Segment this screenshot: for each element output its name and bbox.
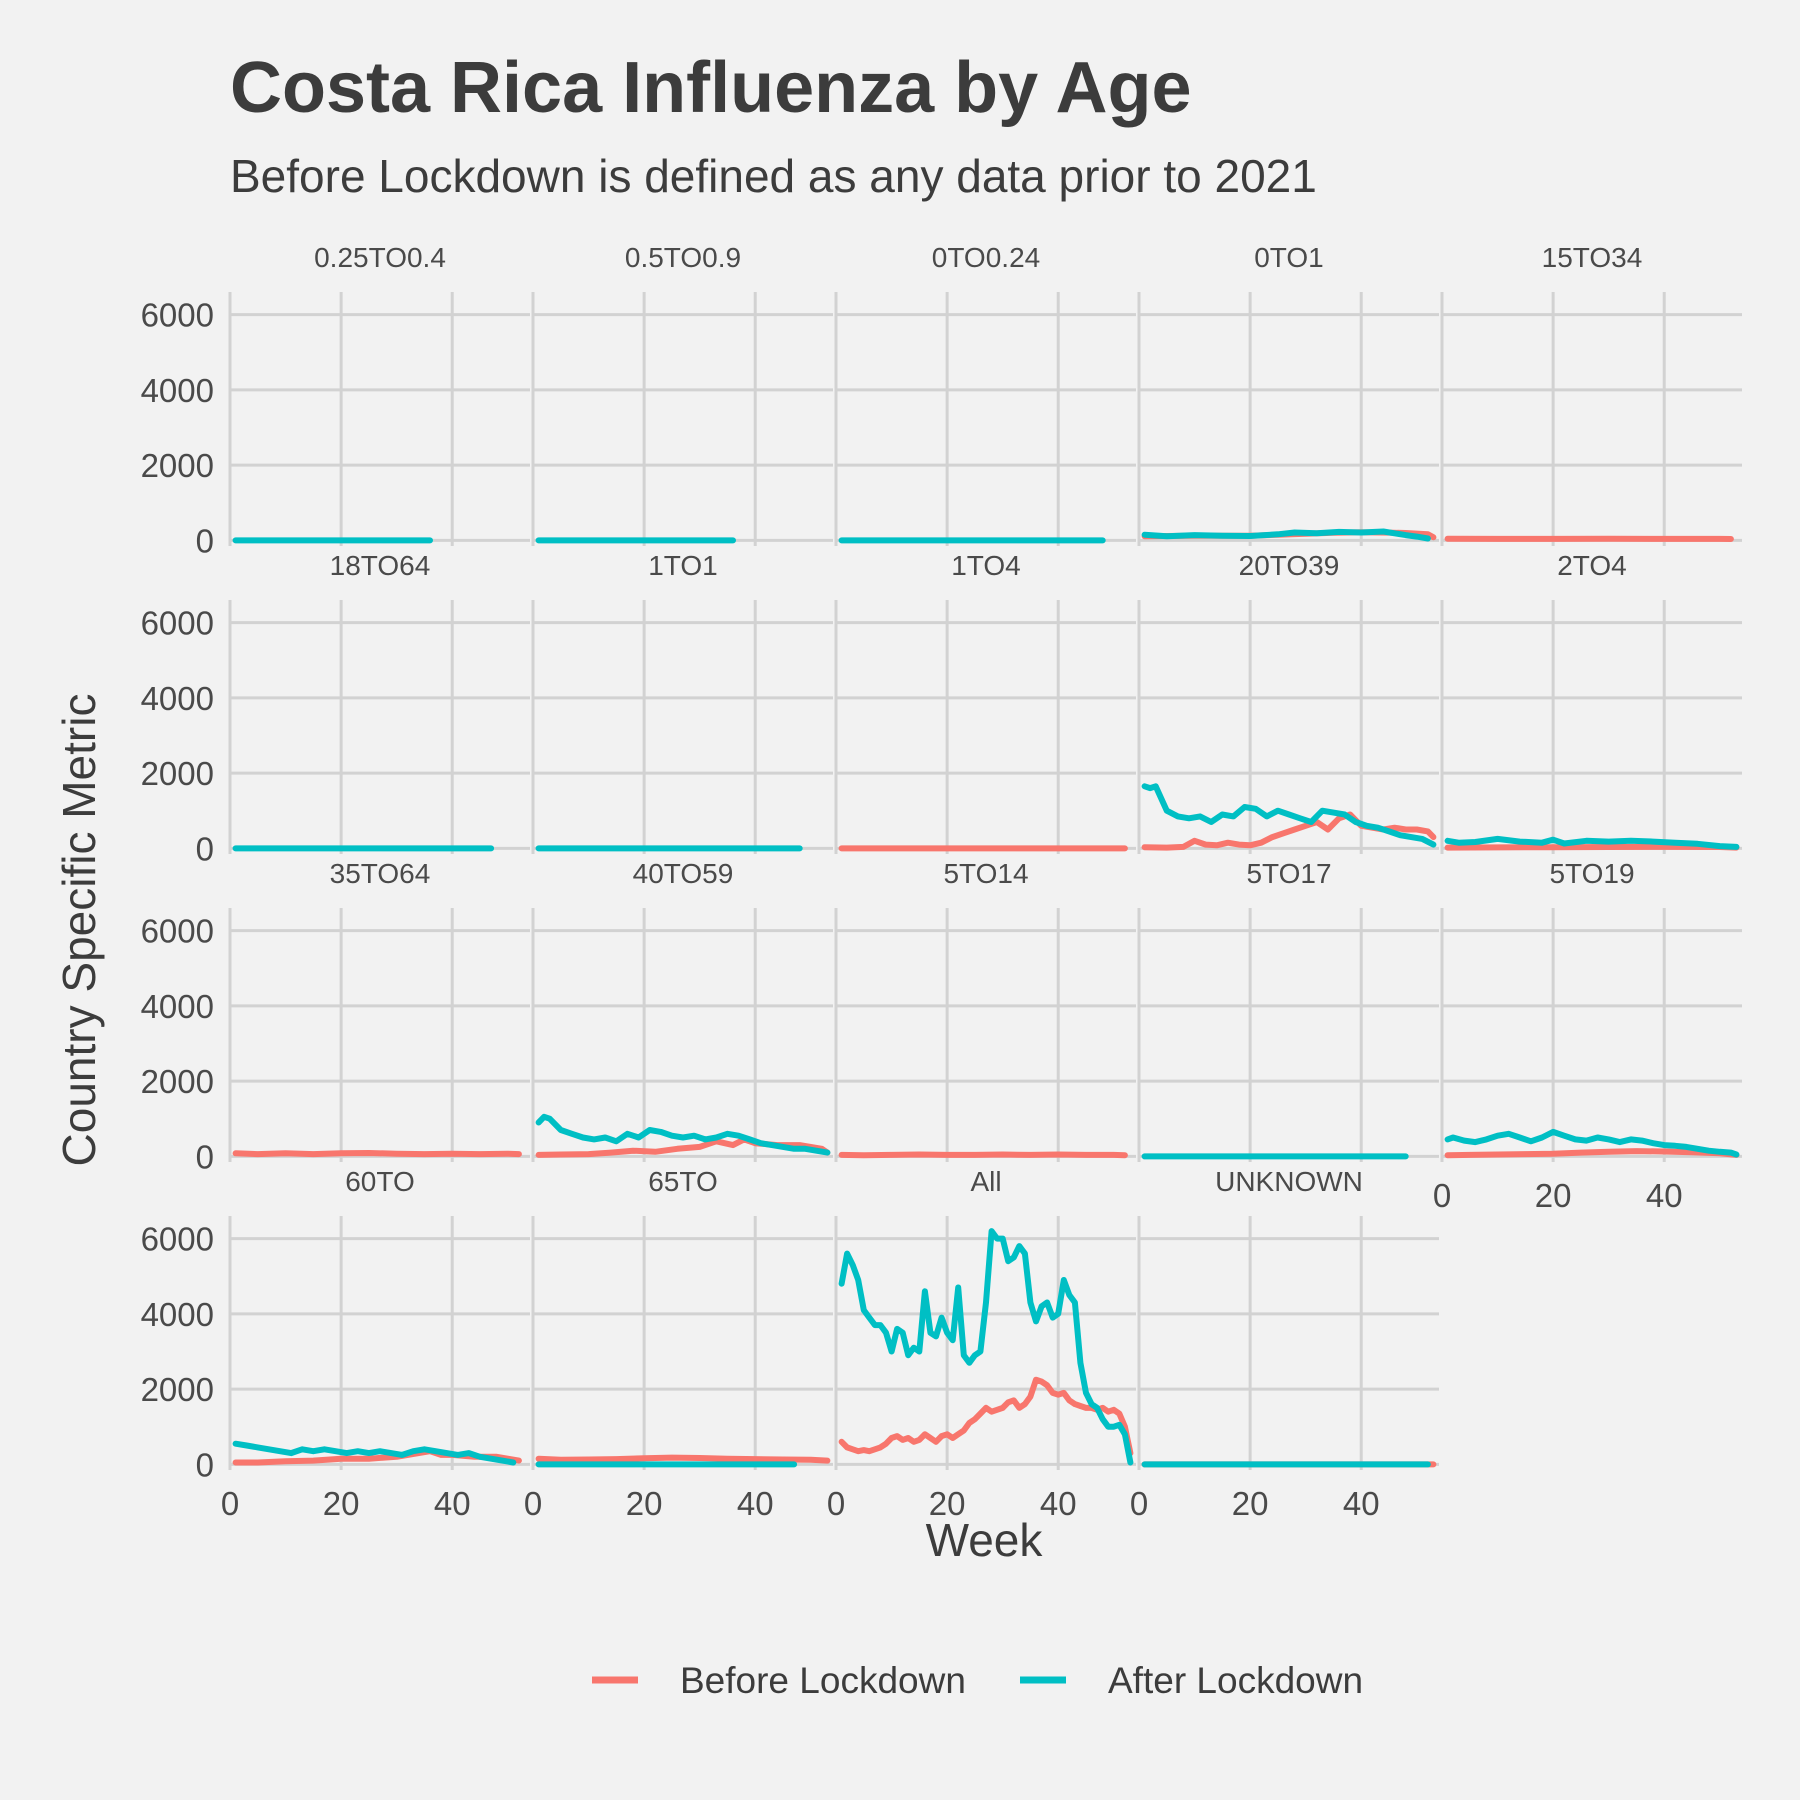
- x-tick-label: 0: [524, 1485, 542, 1522]
- y-tick-label: 2000: [141, 1371, 214, 1408]
- facet-strip-label: All: [970, 1166, 1001, 1197]
- y-tick-label: 0: [196, 1138, 214, 1175]
- series-line-after-lockdown: [1444, 835, 1740, 850]
- facet-strip-label: 2TO4: [1557, 550, 1627, 581]
- chart-title: Costa Rica Influenza by Age: [230, 48, 1192, 128]
- x-tick-label: 20: [626, 1485, 663, 1522]
- series-line-before-lockdown: [838, 1376, 1134, 1457]
- x-tick-label: 20: [929, 1485, 966, 1522]
- facet-panel: 1TO1: [531, 550, 833, 854]
- facet-strip-label: 15TO34: [1542, 242, 1643, 273]
- series-line-after-lockdown: [1141, 528, 1431, 542]
- x-tick-label: 20: [1535, 1177, 1572, 1214]
- y-tick-label: 2000: [141, 755, 214, 792]
- series-line-before-lockdown: [1444, 843, 1740, 851]
- x-tick-label: 20: [323, 1485, 360, 1522]
- y-tick-label: 4000: [141, 1296, 214, 1333]
- legend: Before Lockdown After Lockdown: [592, 1660, 1363, 1701]
- x-tick-label: 40: [1646, 1177, 1683, 1214]
- y-tick-label: 0: [196, 522, 214, 559]
- series-line-before-lockdown: [535, 1454, 831, 1464]
- facet-panel: 0TO1: [1137, 242, 1439, 546]
- legend-label: After Lockdown: [1108, 1660, 1363, 1701]
- legend-label: Before Lockdown: [680, 1660, 966, 1701]
- y-tick-label: 0: [196, 1446, 214, 1483]
- facet-panel: All 0 20 40: [827, 1166, 1136, 1522]
- facet-strip-label: 1TO4: [951, 550, 1021, 581]
- facet-panel: 40TO59: [531, 858, 833, 1162]
- facet-strip-label: 40TO59: [633, 858, 734, 889]
- facet-strip-label: 20TO39: [1239, 550, 1340, 581]
- facet-strip-label: 0TO0.24: [932, 242, 1040, 273]
- facet-strip-label: 60TO: [345, 1166, 415, 1197]
- facet-panel: 5TO17: [1137, 858, 1439, 1162]
- x-tick-label: 0: [1433, 1177, 1451, 1214]
- facet-panel: 35TO64 0 2000 4000 6000: [141, 858, 530, 1175]
- series-line-after-lockdown: [1141, 783, 1437, 848]
- facet-panel: 15TO34: [1440, 242, 1742, 546]
- facet-strip-label: 1TO1: [648, 550, 718, 581]
- series-line-before-lockdown: [838, 1151, 1128, 1159]
- facet-strip-label: 5TO19: [1549, 858, 1634, 889]
- facet-strip-label: 65TO: [648, 1166, 718, 1197]
- y-tick-label: 6000: [141, 913, 214, 950]
- series-line-after-lockdown: [1444, 1128, 1740, 1158]
- facet-panel: 60TO 0 2000 4000 6000 0 20 40: [141, 1166, 530, 1522]
- facet-panel: 18TO64 0 2000 4000 6000: [141, 550, 530, 867]
- y-tick-label: 4000: [141, 372, 214, 409]
- facet-panel: 20TO39: [1137, 550, 1439, 854]
- x-tick-label: 40: [434, 1485, 471, 1522]
- y-tick-label: 6000: [141, 297, 214, 334]
- facet-panel: 1TO4: [834, 550, 1136, 854]
- y-tick-label: 2000: [141, 447, 214, 484]
- facet-strip-label: 0.5TO0.9: [625, 242, 741, 273]
- series-line-before-lockdown: [1444, 1148, 1740, 1159]
- series-line-before-lockdown: [1141, 811, 1437, 851]
- facet-panel: 65TO 0 20 40: [524, 1166, 833, 1522]
- series-line-after-lockdown: [535, 1113, 831, 1156]
- x-tick-label: 40: [737, 1485, 774, 1522]
- facet-strip-label: UNKNOWN: [1215, 1166, 1363, 1197]
- series-line-after-lockdown: [838, 1228, 1134, 1466]
- x-tick-label: 40: [1343, 1485, 1380, 1522]
- y-tick-label: 6000: [141, 1221, 214, 1258]
- y-axis-title: Country Specific Metric: [53, 694, 105, 1167]
- series-line-before-lockdown: [232, 1150, 522, 1158]
- series-line-before-lockdown: [535, 1136, 831, 1158]
- facet-panel: 0.25TO0.4 0 2000 4000 6000: [141, 242, 530, 559]
- facet-panel: 5TO14: [834, 858, 1136, 1162]
- x-tick-label: 0: [1130, 1485, 1148, 1522]
- facet-strip-label: 5TO17: [1246, 858, 1331, 889]
- x-tick-label: 0: [827, 1485, 845, 1522]
- facet-strip-label: 35TO64: [330, 858, 431, 889]
- facet-strip-label: 0.25TO0.4: [314, 242, 446, 273]
- facet-strip-label: 18TO64: [330, 550, 431, 581]
- x-axis-title: Week: [926, 1514, 1044, 1566]
- y-tick-label: 2000: [141, 1063, 214, 1100]
- series-line-after-lockdown: [232, 1440, 517, 1466]
- facet-strip-label: 5TO14: [943, 858, 1028, 889]
- facet-panel: 0TO0.24: [834, 242, 1136, 546]
- facet-panel: 0.5TO0.9: [531, 242, 833, 546]
- y-tick-label: 6000: [141, 605, 214, 642]
- chart-subtitle: Before Lockdown is defined as any data p…: [230, 150, 1317, 202]
- facet-strip-label: 0TO1: [1254, 242, 1324, 273]
- x-tick-label: 20: [1232, 1485, 1269, 1522]
- facet-panel: UNKNOWN 0 20 40: [1130, 1166, 1439, 1522]
- facet-panel: 5TO19 0 20 40: [1433, 858, 1742, 1214]
- y-tick-label: 4000: [141, 988, 214, 1025]
- y-tick-label: 0: [196, 830, 214, 867]
- facet-panel: 2TO4: [1440, 550, 1742, 854]
- x-tick-label: 0: [221, 1485, 239, 1522]
- y-tick-label: 4000: [141, 680, 214, 717]
- x-tick-label: 40: [1040, 1485, 1077, 1522]
